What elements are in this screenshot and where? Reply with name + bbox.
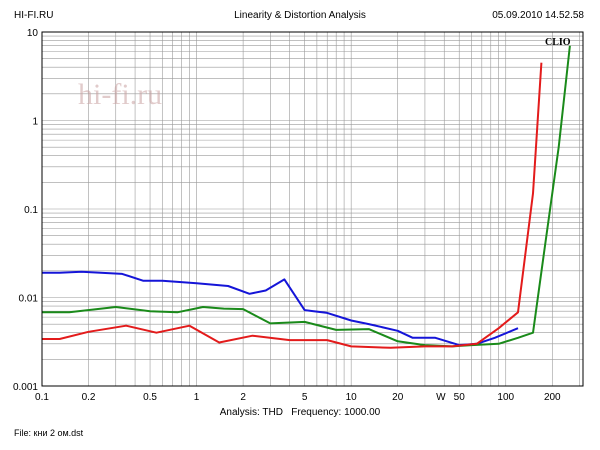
x-tick-label: 5 bbox=[302, 392, 308, 403]
file-label: File: bbox=[14, 428, 32, 438]
x-tick-label: 1 bbox=[194, 392, 200, 403]
x-tick-label: 0.5 bbox=[143, 392, 157, 403]
frequency-value: 1000.00 bbox=[344, 407, 381, 418]
frequency-label: Frequency: bbox=[291, 407, 342, 418]
x-tick-label: 10 bbox=[346, 392, 358, 403]
series-line-2 bbox=[42, 45, 571, 348]
x-tick-label: 2 bbox=[240, 392, 246, 403]
plot-frame bbox=[41, 31, 584, 387]
header-site-name: HI-FI.RU bbox=[14, 10, 54, 21]
y-tick-label: 0.001 bbox=[13, 382, 38, 393]
y-tick-label: 1 bbox=[32, 117, 38, 128]
y-axis-ticks: 10 1 0.1 0.01 0.001 bbox=[13, 28, 38, 393]
y-tick-label: 0.01 bbox=[19, 294, 39, 305]
header-title: Linearity & Distortion Analysis bbox=[234, 10, 366, 21]
x-tick-label: 100 bbox=[497, 392, 514, 403]
series-group bbox=[42, 45, 571, 349]
analysis-label: Analysis: bbox=[219, 407, 260, 418]
watermark: hi-fi.ru bbox=[78, 78, 162, 111]
file-line: File: кни 2 ом.dst bbox=[14, 428, 83, 438]
header-timestamp: 05.09.2010 14.52.58 bbox=[492, 10, 584, 21]
grid bbox=[42, 32, 583, 386]
x-tick-label: 0.1 bbox=[35, 392, 49, 403]
clio-brand: CLIO bbox=[545, 37, 571, 48]
series-line-3 bbox=[42, 62, 543, 349]
file-name: кни 2 ом.dst bbox=[33, 428, 84, 438]
analysis-type: THD bbox=[262, 407, 283, 418]
analysis-line: Analysis: THD Frequency: 1000.00 bbox=[0, 407, 600, 418]
x-tick-label: 0.2 bbox=[82, 392, 96, 403]
y-tick-label: 0.1 bbox=[24, 205, 38, 216]
series-line-1 bbox=[42, 270, 519, 347]
y-tick-label: 10 bbox=[27, 28, 39, 39]
x-tick-label: W bbox=[436, 392, 446, 403]
x-tick-label: 50 bbox=[454, 392, 466, 403]
x-tick-label: 20 bbox=[392, 392, 404, 403]
x-axis-ticks: 0.1 0.2 0.5 1 2 5 10 20 W 50 100 200 bbox=[35, 392, 561, 403]
x-tick-label: 200 bbox=[544, 392, 561, 403]
